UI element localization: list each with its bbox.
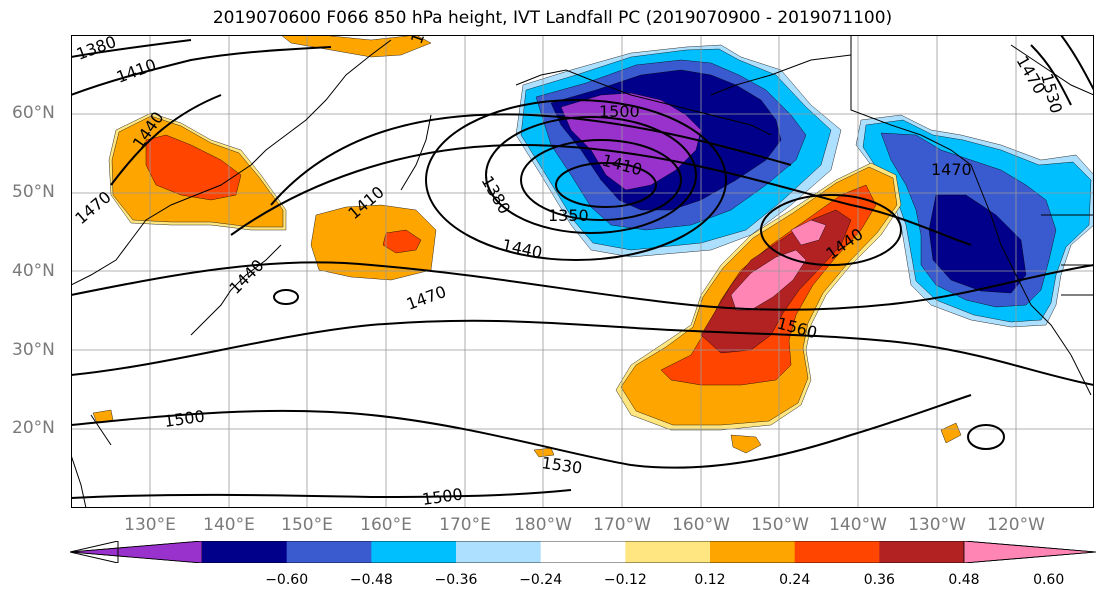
colorbar-tick-label: −0.36 — [434, 572, 478, 588]
lon-label-140e: 140°E — [203, 515, 255, 535]
coastlines — [71, 35, 1094, 508]
colorbar-tick-label: 0.24 — [779, 572, 811, 588]
lon-label-160w: 160°W — [672, 515, 730, 535]
lon-label-130w: 130°W — [908, 515, 966, 535]
colorbar-segment — [202, 541, 288, 563]
colorbar-segment — [963, 541, 1096, 563]
colorbar-tick-label: 0.12 — [694, 572, 726, 588]
contour-label: 1500 — [599, 102, 640, 121]
ivt-positive-siberia — [108, 112, 287, 231]
lon-label-180w: 180°W — [514, 515, 572, 535]
map-panel: 1380 1410 1440 1470 1500 1350 1380 1410 … — [71, 35, 1094, 508]
ivt-positive-central-pacific — [615, 162, 902, 431]
lon-label-120w: 120°W — [987, 515, 1045, 535]
contour-label: 1350 — [548, 206, 589, 225]
colorbar-tick-label: −0.24 — [519, 572, 563, 588]
lon-label-150w: 150°W — [751, 515, 809, 535]
colorbar-segment — [710, 541, 796, 563]
colorbar — [70, 541, 1096, 563]
colorbar-segment — [879, 541, 965, 563]
colorbar-tick-label: −0.12 — [603, 572, 647, 588]
lon-label-170e: 170°E — [439, 515, 491, 535]
lon-label-130e: 130°E — [124, 515, 176, 535]
colorbar-segment — [540, 541, 626, 563]
lon-label-140w: 140°W — [829, 515, 887, 535]
lon-label-160e: 160°E — [360, 515, 412, 535]
lat-label-20n: 20°N — [12, 418, 55, 438]
colorbar-segment — [371, 541, 457, 563]
lat-label-40n: 40°N — [12, 261, 55, 281]
contour-label: 1500 — [421, 484, 464, 508]
gridlines — [71, 35, 1094, 508]
ivt-negative-nw-america — [855, 114, 1094, 328]
ivt-negative-ne-pacific — [515, 44, 842, 258]
colorbar-tick-label: 0.60 — [1033, 572, 1065, 588]
lon-label-170w: 170°W — [593, 515, 651, 535]
contour-label: 1470 — [931, 160, 972, 179]
map-title: 2019070600 F066 850 hPa height, IVT Land… — [212, 8, 893, 28]
contour-label: 1500 — [407, 35, 439, 46]
height-contours — [71, 35, 1094, 499]
colorbar-tick-label: −0.60 — [265, 572, 309, 588]
colorbar-segment — [286, 541, 372, 563]
colorbar-segment — [625, 541, 711, 563]
colorbar-tick-label: 0.48 — [948, 572, 980, 588]
colorbar-tick-label: −0.48 — [349, 572, 393, 588]
ivt-positive-japan-east — [92, 35, 962, 458]
colorbar-segment — [794, 541, 880, 563]
lat-label-50n: 50°N — [12, 182, 55, 202]
lat-label-30n: 30°N — [12, 340, 55, 360]
lat-label-60n: 60°N — [12, 103, 55, 123]
colorbar-tick-label: 0.36 — [863, 572, 895, 588]
colorbar-segment — [456, 541, 542, 563]
lon-label-150e: 150°E — [281, 515, 333, 535]
